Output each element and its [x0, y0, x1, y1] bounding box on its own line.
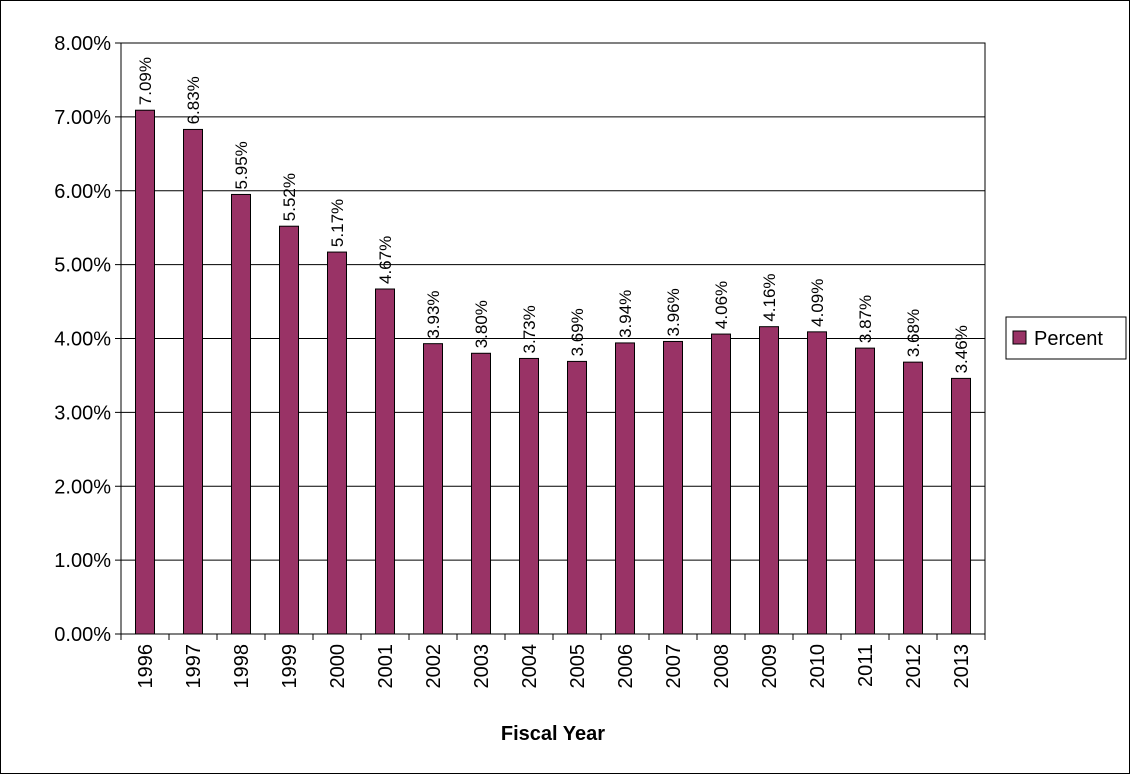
bar: [855, 347, 875, 635]
data-label: 3.80%: [472, 300, 491, 348]
y-tick-label: 2.00%: [54, 476, 111, 498]
y-tick-label: 7.00%: [54, 107, 111, 129]
axes: [115, 42, 986, 640]
data-label: 3.96%: [664, 288, 683, 336]
x-tick-label: 2002: [423, 644, 445, 689]
x-tick-label: 2011: [855, 644, 877, 687]
legend-label: Percent: [1034, 328, 1103, 350]
x-tick-label: 1996: [135, 644, 157, 689]
bar: [279, 225, 299, 635]
x-tick-label: 2013: [951, 644, 973, 689]
x-tick-label: 2001: [375, 644, 397, 689]
bar: [135, 109, 155, 635]
x-tick-label: 2005: [567, 644, 589, 689]
data-label: 3.46%: [952, 325, 971, 373]
x-tick-label: 2004: [519, 644, 541, 689]
y-tick-label: 4.00%: [54, 329, 111, 351]
x-tick-label: 2000: [327, 644, 349, 689]
data-label: 3.94%: [616, 290, 635, 338]
x-axis-title: Fiscal Year: [501, 723, 605, 745]
bar: [519, 357, 539, 635]
data-label: 4.06%: [712, 281, 731, 329]
data-label: 5.95%: [232, 141, 251, 189]
data-label: 7.09%: [136, 57, 155, 105]
data-label: 5.17%: [328, 199, 347, 247]
bar: [759, 326, 779, 635]
bar: [663, 340, 683, 635]
x-tick-label: 2007: [663, 644, 685, 689]
y-tick-label: 6.00%: [54, 181, 111, 203]
bar: [903, 361, 923, 635]
x-tick-label: 2008: [711, 644, 733, 689]
data-label: 3.68%: [904, 309, 923, 357]
y-tick-label: 3.00%: [54, 402, 111, 424]
data-label: 3.87%: [856, 295, 875, 343]
data-label: 4.67%: [376, 236, 395, 284]
data-label: 3.93%: [424, 290, 443, 338]
bar: [327, 251, 347, 635]
data-label: 6.83%: [184, 76, 203, 124]
data-label: 4.16%: [760, 273, 779, 321]
y-tick-label: 1.00%: [54, 550, 111, 572]
x-tick-label: 2012: [903, 644, 925, 689]
bar: [471, 352, 491, 635]
legend-swatch: [1012, 330, 1027, 345]
bar: [183, 128, 203, 635]
data-label: 3.73%: [520, 305, 539, 353]
x-tick-label: 1999: [279, 644, 301, 689]
bar: [951, 377, 971, 635]
data-label: 3.69%: [568, 308, 587, 356]
bar: [423, 343, 443, 635]
x-tick-labels: 1996 1997 1998 1999 2000 2001 2002 2003 2004 2005…: [135, 644, 973, 689]
x-tick-label: 2006: [615, 644, 637, 689]
x-tick-label: 1998: [231, 644, 253, 689]
y-tick-labels: 0.00% 1.00% 2.00% 3.00% 4.00% 5.00% 6.00% 7.00%…: [54, 33, 111, 646]
y-tick-label: 0.00%: [54, 624, 111, 646]
y-tick-label: 8.00%: [54, 33, 111, 55]
legend: Percent: [1005, 316, 1127, 360]
data-label: 4.09%: [808, 279, 827, 327]
data-label: 5.52%: [280, 173, 299, 221]
bar: [567, 360, 587, 635]
x-tick-label: 2010: [807, 644, 829, 689]
bar: [231, 193, 251, 635]
x-tick-label: 2003: [471, 644, 493, 689]
bar: [615, 342, 635, 635]
x-tick-label: 1997: [183, 644, 205, 689]
bar: [375, 288, 395, 635]
bar: [807, 331, 827, 635]
y-tick-label: 5.00%: [54, 255, 111, 277]
bar: [711, 333, 731, 635]
data-labels: 7.09% 6.83% 5.95% 5.52% 5.17% 4.67% 3.93% 3.80%…: [136, 57, 971, 373]
bars: [135, 109, 971, 635]
x-tick-label: 2009: [759, 644, 781, 689]
